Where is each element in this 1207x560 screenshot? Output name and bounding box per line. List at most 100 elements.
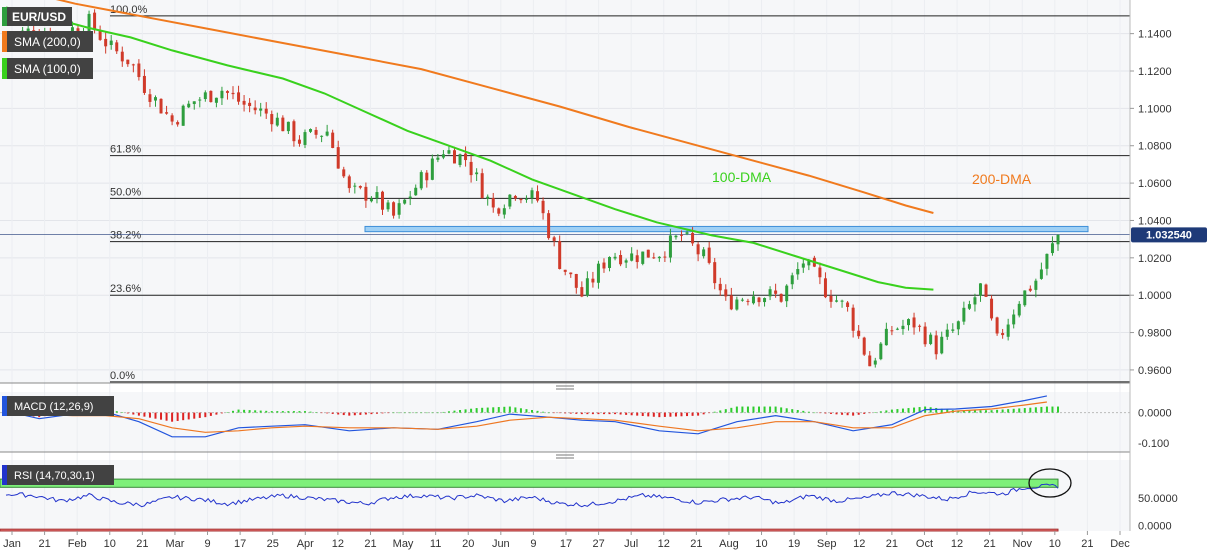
- candle-body: [181, 105, 185, 126]
- macd-histogram-bar: [492, 407, 495, 413]
- candle-body: [569, 272, 573, 275]
- sma100-legend[interactable]: SMA (100,0): [2, 58, 93, 79]
- candle-body: [153, 97, 157, 101]
- candle-body: [934, 335, 938, 355]
- rsi-legend[interactable]: RSI (14,70,30,1): [2, 465, 114, 485]
- candles: [4, 9, 1060, 368]
- candle-body: [126, 59, 130, 65]
- macd-histogram-bar: [802, 410, 805, 413]
- macd-histogram-bar: [962, 410, 965, 413]
- macd-histogram-bar: [558, 412, 561, 414]
- candle-body: [209, 90, 213, 103]
- time-tick-label: 9: [204, 538, 210, 550]
- candle-body: [475, 172, 479, 175]
- candle-body: [120, 51, 124, 62]
- candle-body: [873, 360, 877, 365]
- macd-histogram-bar: [381, 412, 384, 414]
- time-tick-label: 25: [267, 538, 279, 550]
- macd-histogram-bar: [420, 412, 423, 414]
- time-tick-label: 10: [1049, 538, 1061, 550]
- pane-resize-handle[interactable]: [556, 385, 574, 390]
- candle-body: [890, 330, 894, 332]
- time-tick-label: 12: [951, 538, 963, 550]
- macd-histogram-bar: [403, 412, 406, 414]
- candle-body: [358, 186, 362, 188]
- macd-histogram-bar: [625, 412, 628, 415]
- candle-body: [187, 103, 191, 108]
- pane-resize-handle[interactable]: [556, 454, 574, 459]
- time-tick-label: 11: [430, 538, 441, 550]
- time-tick-label: 10: [104, 538, 116, 550]
- candle-body: [574, 273, 578, 288]
- macd-histogram-bar: [525, 409, 528, 413]
- fib-level-label: 23.6%: [110, 283, 141, 295]
- macd-histogram-bar: [630, 412, 633, 416]
- macd-histogram-bar: [508, 406, 511, 413]
- macd-histogram-bar: [303, 411, 306, 413]
- candle-body: [1006, 324, 1010, 337]
- current-price-tag: 1.032540: [1131, 227, 1207, 243]
- macd-histogram-bar: [353, 412, 356, 416]
- macd-histogram-bar: [824, 412, 827, 414]
- candle-body: [801, 263, 805, 268]
- candle-body: [375, 192, 379, 199]
- macd-histogram-bar: [337, 412, 340, 415]
- time-tick-label: Feb: [68, 538, 87, 550]
- macd-histogram-bar: [791, 409, 794, 413]
- macd-histogram-bar: [392, 412, 395, 414]
- candle-body: [951, 329, 955, 331]
- time-tick-label: 12: [332, 538, 344, 550]
- time-tick-label: Oct: [916, 538, 933, 550]
- macd-histogram-bar: [564, 412, 567, 414]
- candle-body: [718, 283, 722, 291]
- candle-body: [264, 108, 268, 114]
- candle-body: [259, 108, 263, 111]
- candle-body: [923, 326, 927, 345]
- macd-histogram-bar: [176, 412, 179, 421]
- candle-body: [641, 251, 645, 264]
- macd-histogram-bar: [608, 412, 611, 415]
- macd-histogram-bar: [220, 412, 223, 414]
- candle-body: [857, 330, 861, 337]
- candle-body: [807, 259, 811, 266]
- candle-body: [225, 91, 229, 93]
- macd-histogram-bar: [204, 412, 207, 418]
- candle-body: [851, 307, 855, 331]
- sma200-legend[interactable]: SMA (200,0): [2, 31, 93, 52]
- candle-body: [724, 289, 728, 297]
- macd-histogram-bar: [292, 411, 295, 413]
- candle-body: [879, 343, 883, 360]
- time-tick-label: 12: [853, 538, 865, 550]
- candle-body: [918, 325, 922, 327]
- price-tick-label: 1.1000: [1138, 103, 1172, 115]
- candle-body: [137, 63, 141, 78]
- macd-histogram-bar: [298, 411, 301, 413]
- candle-body: [674, 235, 678, 238]
- macd-histogram-bar: [398, 412, 401, 414]
- candle-body: [331, 132, 335, 148]
- macd-histogram-bar: [1045, 406, 1048, 413]
- macd-histogram-bar: [913, 407, 916, 413]
- time-tick-label: 21: [1081, 538, 1093, 550]
- macd-legend[interactable]: MACD (12,26,9): [2, 396, 114, 416]
- candle-body: [884, 328, 888, 346]
- candle-body: [392, 202, 396, 216]
- macd-histogram-bar: [702, 412, 705, 415]
- macd-histogram-bar: [774, 406, 777, 413]
- candle-body: [967, 304, 971, 309]
- candle-body: [386, 202, 390, 210]
- time-tick-label: 17: [234, 538, 246, 550]
- macd-histogram-bar: [193, 412, 196, 419]
- candle-body: [729, 295, 733, 310]
- macd-histogram-bar: [569, 412, 572, 414]
- macd-histogram-bar: [785, 408, 788, 413]
- candle-body: [691, 233, 695, 244]
- time-tick-label: 21: [38, 538, 50, 550]
- macd-histogram-bar: [713, 411, 716, 413]
- y-axis-ticks: 1.1400 1.1200 1.1000 1.0800 1.0600 1.0400 1.02…: [1130, 29, 1178, 533]
- candle-body: [552, 237, 556, 241]
- candle-body: [984, 284, 988, 297]
- macd-histogram-bar: [769, 406, 772, 413]
- candle-body: [652, 257, 656, 259]
